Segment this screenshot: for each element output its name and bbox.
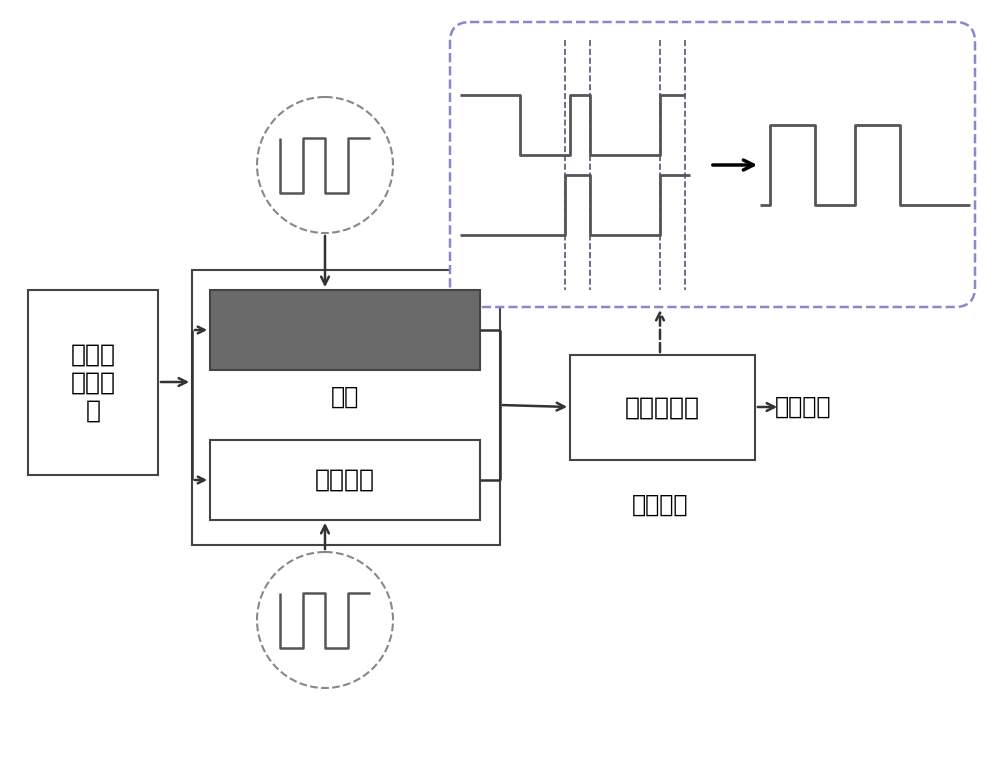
Bar	[210, 440, 480, 520]
Bar	[570, 355, 755, 460]
Text: 脉冲信
号发射
器: 脉冲信 号发射 器	[70, 343, 116, 422]
Text: 相位延迟: 相位延迟	[632, 493, 688, 517]
Bar	[28, 290, 158, 475]
Circle shape	[257, 552, 393, 688]
Text: 参考信号: 参考信号	[315, 468, 375, 492]
FancyBboxPatch shape	[450, 22, 975, 307]
Circle shape	[257, 97, 393, 233]
Bar	[210, 290, 480, 370]
Text: 相位比较器: 相位比较器	[625, 396, 700, 419]
Text: 输出电压: 输出电压	[775, 395, 832, 419]
Text: 土壤: 土壤	[331, 385, 359, 409]
Bar	[192, 270, 500, 545]
